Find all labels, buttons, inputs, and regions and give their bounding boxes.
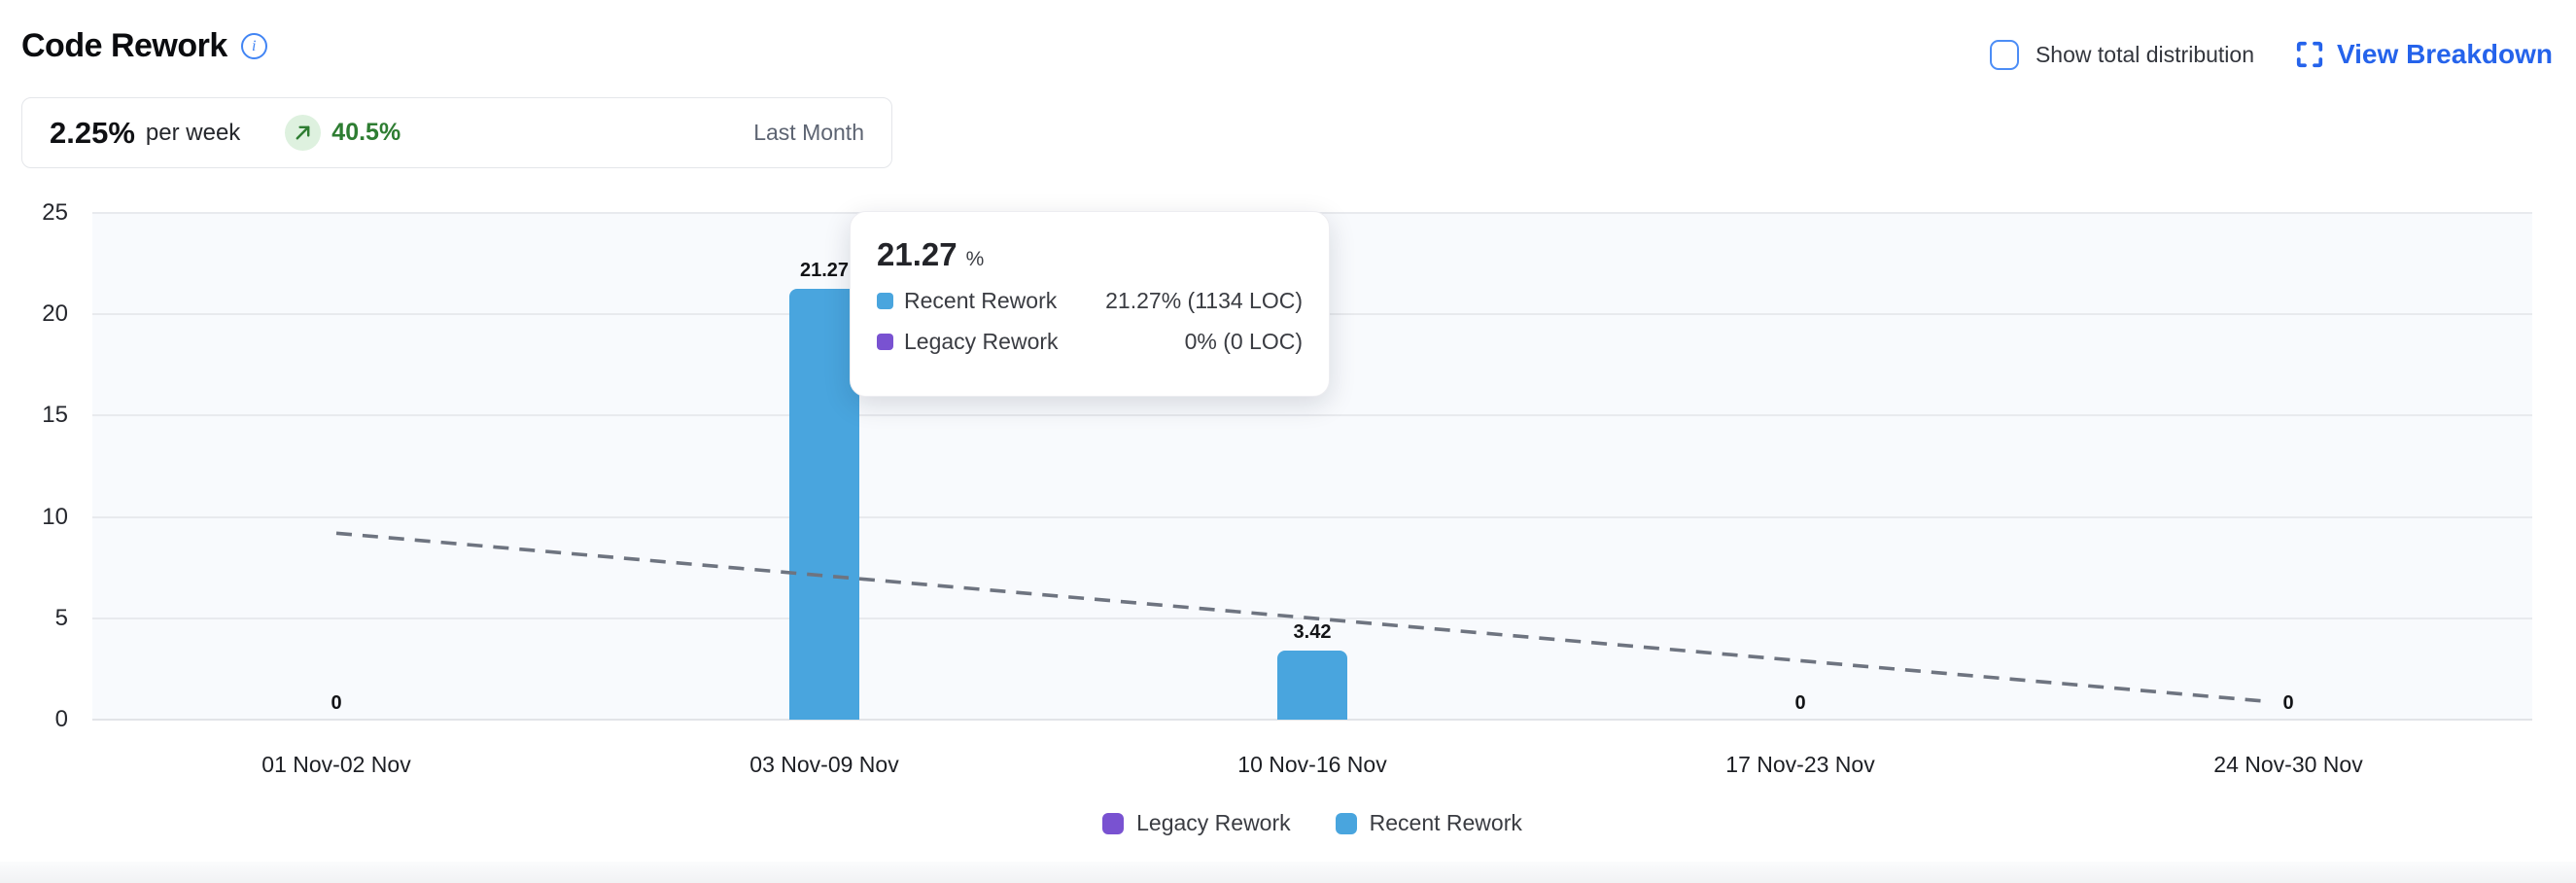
legend-label: Legacy Rework [1136, 810, 1291, 835]
tooltip-title: 21.27 % [877, 236, 1303, 273]
x-axis-label-4: 24 Nov-30 Nov [2213, 752, 2363, 777]
trend-up-badge [285, 115, 322, 151]
summary-card: 2.25% per week 40.5% Last Month [21, 97, 892, 168]
bar-recent-rework-2[interactable] [1277, 650, 1347, 720]
metric-value: 2.25% [50, 115, 135, 150]
y-axis-tick-15: 15 [42, 402, 68, 429]
tooltip-series-value: 0% (0 LOC) [1184, 329, 1303, 354]
widget-header: Code Rework i [21, 27, 267, 65]
y-axis-tick-5: 5 [54, 604, 68, 631]
arrow-up-right-icon [296, 125, 310, 140]
x-axis-label-3: 17 Nov-23 Nov [1725, 752, 1875, 777]
y-axis-tick-10: 10 [42, 503, 68, 530]
gridline-y-5 [92, 617, 2532, 619]
info-icon[interactable]: i [240, 33, 267, 59]
show-total-distribution-checkbox[interactable] [1989, 39, 2019, 70]
y-axis-tick-0: 0 [54, 706, 68, 732]
view-breakdown-link[interactable]: View Breakdown [2295, 39, 2553, 70]
bar-value-label-4: 0 [2282, 692, 2294, 714]
series-swatch-icon [877, 293, 893, 309]
gridline-y-15 [92, 414, 2532, 417]
tooltip-row-1: Legacy Rework 0% (0 LOC) [877, 329, 1303, 355]
tooltip-value: 21.27 [877, 236, 957, 272]
tooltip-series-label: Legacy Rework [904, 329, 1059, 354]
expand-icon [2296, 41, 2323, 68]
chart-tooltip: 21.27 % Recent Rework 21.27% (1134 LOC) Le… [850, 211, 1330, 397]
gridline-y-10 [92, 515, 2532, 518]
tooltip-series-value: 21.27% (1134 LOC) [1105, 288, 1303, 313]
legend-swatch-icon [1102, 812, 1125, 834]
legend-item-recent-rework[interactable]: Recent Rework [1335, 810, 1522, 836]
tooltip-unit: % [965, 248, 985, 270]
x-axis-label-0: 01 Nov-02 Nov [261, 752, 411, 777]
bar-value-label-1: 21.27 [799, 259, 850, 281]
y-axis-tick-20: 20 [42, 300, 68, 328]
tooltip-series-label: Recent Rework [904, 288, 1058, 313]
legend-swatch-icon [1335, 812, 1357, 834]
show-total-distribution-label: Show total distribution [2035, 41, 2254, 67]
chart-legend: Legacy Rework Recent Rework [92, 810, 2532, 836]
series-swatch-icon [877, 334, 893, 350]
tooltip-row-0: Recent Rework 21.27% (1134 LOC) [877, 288, 1303, 314]
view-breakdown-label: View Breakdown [2336, 39, 2553, 69]
page-title: Code Rework [21, 27, 227, 64]
y-axis-tick-25: 25 [42, 199, 68, 226]
card-bottom-edge [0, 862, 2576, 883]
period-label: Last Month [753, 120, 864, 145]
gridline-y-0 [92, 719, 2532, 721]
delta-value: 40.5% [331, 119, 401, 146]
header-actions: Show total distribution View Breakdown [1989, 39, 2553, 70]
bar-value-label-0: 0 [331, 692, 342, 714]
bar-value-label-3: 0 [1794, 692, 1806, 714]
metric-unit: per week [145, 119, 241, 146]
legend-item-legacy-rework[interactable]: Legacy Rework [1102, 810, 1291, 836]
bar-value-label-2: 3.42 [1293, 620, 1332, 643]
legend-label: Recent Rework [1369, 810, 1522, 835]
x-axis-label-2: 10 Nov-16 Nov [1237, 752, 1387, 777]
x-axis-label-1: 03 Nov-09 Nov [749, 752, 899, 777]
